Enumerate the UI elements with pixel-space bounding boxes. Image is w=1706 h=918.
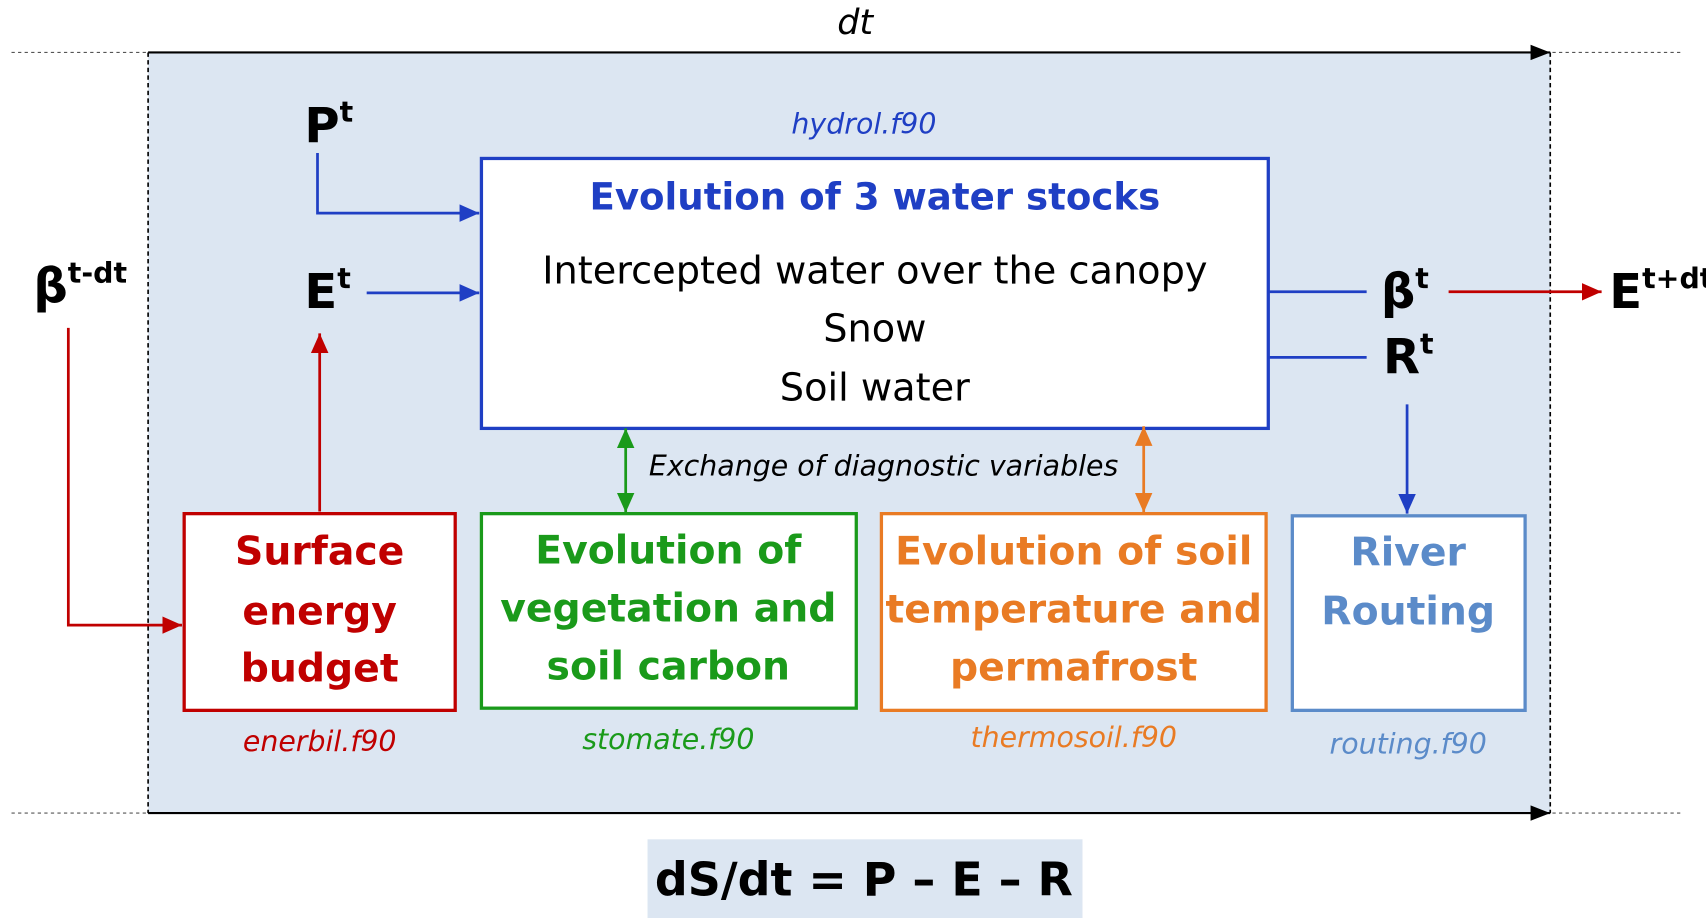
hydrol-line: Snow: [823, 307, 926, 352]
time-step: dt: [837, 3, 874, 43]
variable: Rt: [1383, 327, 1434, 385]
hydrol-title: Evolution of 3 water stocks: [589, 175, 1160, 218]
module-title: Routing: [1321, 589, 1495, 635]
module-title: Surface: [235, 529, 404, 575]
exchange-label: Exchange of diagnostic variables: [649, 450, 1119, 483]
variable: βt-dt: [33, 256, 127, 314]
variable: Pt: [304, 96, 353, 154]
module-title: energy: [242, 589, 397, 635]
module-title: River: [1350, 530, 1466, 576]
arrow: [316, 152, 480, 222]
file-label: routing.f90: [1330, 727, 1487, 760]
file-label: stomate.f90: [582, 723, 754, 756]
equation: dS/dt = P – E – R: [655, 853, 1073, 907]
arrow: [66, 327, 182, 634]
module-title: budget: [241, 646, 399, 692]
module-box: [182, 512, 457, 712]
module-title: Evolution of soil: [895, 529, 1252, 575]
module-box: [879, 512, 1268, 712]
hydrol-box: [479, 156, 1270, 431]
module-box: [479, 512, 858, 710]
module-title: soil carbon: [547, 643, 791, 689]
variable: Et+dt: [1609, 262, 1706, 320]
module-title: vegetation and: [500, 585, 836, 631]
file-label: hydrol.f90: [791, 108, 936, 141]
hydrol-line: Soil water: [780, 366, 970, 411]
module-box: [1290, 514, 1527, 712]
equation-box: [647, 839, 1083, 918]
module-title: temperature and: [886, 587, 1262, 633]
file-label: enerbil.f90: [243, 725, 397, 758]
file-label: thermosoil.f90: [971, 721, 1178, 754]
module-title: Evolution of: [535, 527, 802, 573]
module-title: permafrost: [950, 644, 1197, 690]
hydrol-line: Intercepted water over the canopy: [542, 249, 1207, 294]
variable: βt: [1381, 262, 1429, 320]
variable: Et: [304, 262, 350, 320]
